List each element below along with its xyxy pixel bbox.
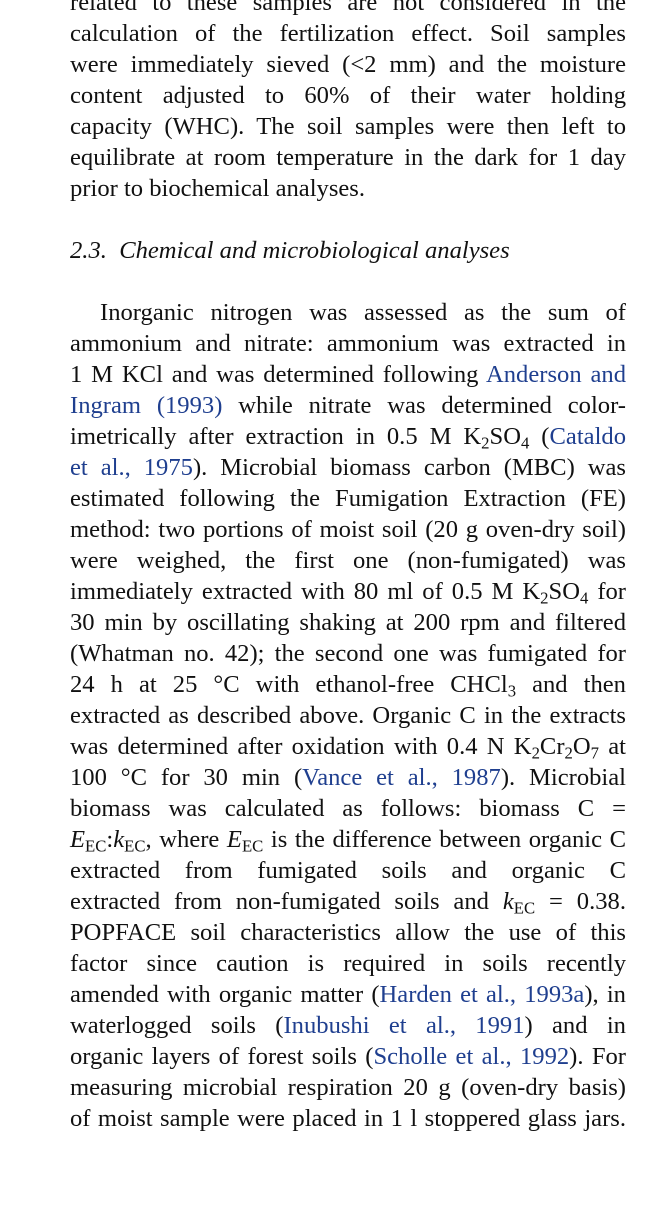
text-line: extracted as described above. Organic C … bbox=[70, 702, 626, 729]
citation-link[interactable]: Scholle et al., 1992 bbox=[373, 1043, 570, 1070]
citation-link[interactable]: et al., 1975 bbox=[70, 454, 193, 481]
text-line: of moist sample were placed in 1 l stopp… bbox=[70, 1105, 626, 1132]
text-line: imetrically after extraction in 0.5 M K2… bbox=[70, 423, 627, 453]
text-line: Ingram (1993) while nitrate was determin… bbox=[70, 392, 626, 419]
text-line: prior to biochemical analyses. bbox=[70, 175, 366, 202]
text-line: immediately extracted with 80 ml of 0.5 … bbox=[70, 578, 627, 608]
paragraph-chemical-analyses: Inorganic nitrogen was assessed as the s… bbox=[70, 297, 626, 1134]
text-line: et al., 1975). Microbial biomass carbon … bbox=[70, 454, 626, 481]
text-line: equilibrate at room temperature in the d… bbox=[70, 144, 626, 171]
text-line: content adjusted to 60% of their water h… bbox=[70, 82, 626, 109]
citation-link[interactable]: Anderson and bbox=[485, 361, 626, 388]
text-line: 100 °C for 30 min (Vance et al., 1987). … bbox=[70, 764, 626, 791]
text-line: 30 min by oscillating shaking at 200 rpm… bbox=[70, 609, 626, 636]
text-line: waterlogged soils (Inubushi et al., 1991… bbox=[70, 1012, 626, 1039]
text-line: were immediately sieved (<2 mm) and the … bbox=[70, 51, 626, 78]
section-title: Chemical and microbiological analyses bbox=[119, 237, 510, 264]
text-line: extracted from non-fumigated soils and k… bbox=[70, 888, 626, 918]
article-text-column: related to these samples are not conside… bbox=[70, 0, 626, 1134]
text-line: measuring microbial respiration 20 g (ov… bbox=[70, 1074, 626, 1101]
text-line: capacity (WHC). The soil samples were th… bbox=[70, 113, 626, 140]
paragraph-sample-preparation: related to these samples are not conside… bbox=[70, 0, 626, 204]
text-line: EEC:kEC, where EEC is the difference bet… bbox=[70, 826, 626, 856]
text-line: organic layers of forest soils (Scholle … bbox=[70, 1043, 627, 1070]
text-line: calculation of the fertilization effect.… bbox=[70, 20, 626, 47]
text-line: Inorganic nitrogen was assessed as the s… bbox=[100, 299, 626, 326]
citation-link[interactable]: Inubushi et al., 1991 bbox=[283, 1012, 525, 1039]
citation-link[interactable]: Harden et al., 1993a bbox=[379, 981, 585, 1008]
text-line: POPFACE soil characteristics allow the u… bbox=[70, 919, 626, 946]
text-line: 24 h at 25 °C with ethanol-free CHCl3 an… bbox=[70, 671, 626, 701]
text-line: were weighed, the first one (non-fumigat… bbox=[70, 547, 626, 574]
text-line: extracted from fumigated soils and organ… bbox=[70, 857, 626, 884]
text-line: 1 M KCl and was determined following And… bbox=[70, 361, 626, 388]
text-line: related to these samples are not conside… bbox=[70, 0, 626, 16]
text-line: estimated following the Fumigation Extra… bbox=[70, 485, 626, 512]
section-heading: 2.3. Chemical and microbiological analys… bbox=[70, 235, 626, 266]
text-line: method: two portions of moist soil (20 g… bbox=[70, 516, 626, 543]
text-line: biomass was calculated as follows: bioma… bbox=[70, 795, 626, 822]
text-line: (Whatman no. 42); the second one was fum… bbox=[70, 640, 626, 667]
text-line: factor since caution is required in soil… bbox=[70, 950, 626, 977]
citation-link[interactable]: Vance et al., 1987 bbox=[302, 764, 501, 791]
citation-link[interactable]: Cataldo bbox=[549, 423, 627, 450]
text-line: ammonium and nitrate: ammonium was extra… bbox=[70, 330, 626, 357]
citation-link[interactable]: Ingram (1993) bbox=[70, 392, 223, 419]
text-line: amended with organic matter (Harden et a… bbox=[70, 981, 626, 1008]
section-number: 2.3. bbox=[70, 237, 107, 264]
text-line: was determined after oxidation with 0.4 … bbox=[70, 733, 626, 763]
